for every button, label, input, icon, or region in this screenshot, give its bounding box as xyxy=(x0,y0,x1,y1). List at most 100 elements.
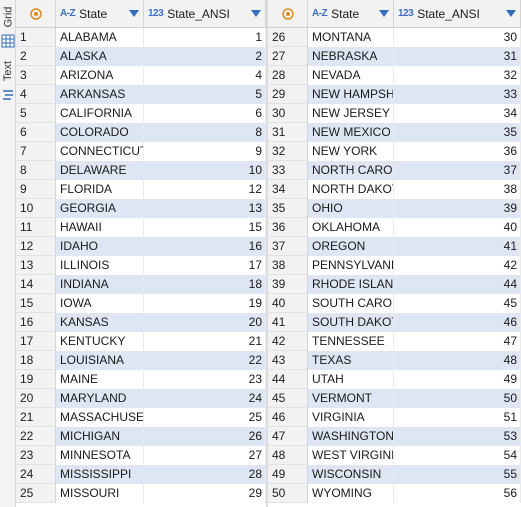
row-number[interactable]: 25 xyxy=(16,484,56,503)
cell-state[interactable]: MARYLAND xyxy=(56,389,144,408)
cell-state-ansi[interactable]: 32 xyxy=(394,66,521,85)
cell-state-ansi[interactable]: 46 xyxy=(394,313,521,332)
cell-state[interactable]: MINNESOTA xyxy=(56,446,144,465)
cell-state[interactable]: MISSOURI xyxy=(56,484,144,503)
table-row[interactable]: 14 INDIANA 18 xyxy=(16,275,266,294)
table-row[interactable]: 15 IOWA 19 xyxy=(16,294,266,313)
cell-state[interactable]: MASSACHUSET xyxy=(56,408,144,427)
row-number[interactable]: 30 xyxy=(268,104,308,123)
cell-state-ansi[interactable]: 49 xyxy=(394,370,521,389)
row-number[interactable]: 43 xyxy=(268,351,308,370)
cell-state-ansi[interactable]: 39 xyxy=(394,199,521,218)
cell-state-ansi[interactable]: 28 xyxy=(144,465,266,484)
table-row[interactable]: 1 ALABAMA 1 xyxy=(16,28,266,47)
table-row[interactable]: 37 OREGON 41 xyxy=(268,237,521,256)
row-number[interactable]: 19 xyxy=(16,370,56,389)
table-row[interactable]: 48 WEST VIRGINIA 54 xyxy=(268,446,521,465)
cell-state-ansi[interactable]: 42 xyxy=(394,256,521,275)
cell-state[interactable]: NORTH CAROLI xyxy=(308,161,394,180)
cell-state[interactable]: NEVADA xyxy=(308,66,394,85)
table-row[interactable]: 45 VERMONT 50 xyxy=(268,389,521,408)
sort-dropdown-icon[interactable] xyxy=(379,9,389,18)
row-number[interactable]: 4 xyxy=(16,85,56,104)
row-number[interactable]: 15 xyxy=(16,294,56,313)
table-row[interactable]: 8 DELAWARE 10 xyxy=(16,161,266,180)
cell-state[interactable]: ALABAMA xyxy=(56,28,144,47)
table-row[interactable]: 47 WASHINGTON 53 xyxy=(268,427,521,446)
cell-state-ansi[interactable]: 50 xyxy=(394,389,521,408)
row-number[interactable]: 44 xyxy=(268,370,308,389)
cell-state-ansi[interactable]: 9 xyxy=(144,142,266,161)
cell-state[interactable]: INDIANA xyxy=(56,275,144,294)
table-row[interactable]: 32 NEW YORK 36 xyxy=(268,142,521,161)
cell-state-ansi[interactable]: 56 xyxy=(394,484,521,503)
row-number[interactable]: 2 xyxy=(16,47,56,66)
cell-state[interactable]: CONNECTICUT xyxy=(56,142,144,161)
row-selector-icon[interactable] xyxy=(281,7,294,20)
table-row[interactable]: 21 MASSACHUSET 25 xyxy=(16,408,266,427)
row-selector-icon[interactable] xyxy=(29,7,42,20)
table-row[interactable]: 9 FLORIDA 12 xyxy=(16,180,266,199)
cell-state[interactable]: WASHINGTON xyxy=(308,427,394,446)
table-row[interactable]: 5 CALIFORNIA 6 xyxy=(16,104,266,123)
column-header-state-ansi[interactable]: 123 State_ANSI xyxy=(144,0,266,27)
cell-state[interactable]: ARIZONA xyxy=(56,66,144,85)
table-row[interactable]: 29 NEW HAMPSHII 33 xyxy=(268,85,521,104)
cell-state-ansi[interactable]: 29 xyxy=(144,484,266,503)
row-number[interactable]: 49 xyxy=(268,465,308,484)
table-row[interactable]: 19 MAINE 23 xyxy=(16,370,266,389)
cell-state[interactable]: COLORADO xyxy=(56,123,144,142)
row-number[interactable]: 38 xyxy=(268,256,308,275)
row-number[interactable]: 7 xyxy=(16,142,56,161)
cell-state[interactable]: MONTANA xyxy=(308,28,394,47)
row-number[interactable]: 18 xyxy=(16,351,56,370)
row-number[interactable]: 8 xyxy=(16,161,56,180)
cell-state-ansi[interactable]: 22 xyxy=(144,351,266,370)
cell-state[interactable]: WYOMING xyxy=(308,484,394,503)
cell-state[interactable]: ALASKA xyxy=(56,47,144,66)
row-number[interactable]: 48 xyxy=(268,446,308,465)
cell-state[interactable]: RHODE ISLAND xyxy=(308,275,394,294)
row-number[interactable]: 31 xyxy=(268,123,308,142)
cell-state-ansi[interactable]: 25 xyxy=(144,408,266,427)
cell-state[interactable]: WEST VIRGINIA xyxy=(308,446,394,465)
column-header-state[interactable]: A-Z State xyxy=(308,0,394,27)
table-row[interactable]: 7 CONNECTICUT 9 xyxy=(16,142,266,161)
cell-state-ansi[interactable]: 37 xyxy=(394,161,521,180)
row-number[interactable]: 32 xyxy=(268,142,308,161)
select-all-corner[interactable] xyxy=(16,0,56,27)
cell-state-ansi[interactable]: 18 xyxy=(144,275,266,294)
table-row[interactable]: 33 NORTH CAROLI 37 xyxy=(268,161,521,180)
row-number[interactable]: 27 xyxy=(268,47,308,66)
cell-state[interactable]: TENNESSEE xyxy=(308,332,394,351)
row-number[interactable]: 40 xyxy=(268,294,308,313)
cell-state-ansi[interactable]: 36 xyxy=(394,142,521,161)
tab-text[interactable]: Text xyxy=(2,60,14,82)
select-all-corner[interactable] xyxy=(268,0,308,27)
row-number[interactable]: 9 xyxy=(16,180,56,199)
column-header-state[interactable]: A-Z State xyxy=(56,0,144,27)
cell-state[interactable]: FLORIDA xyxy=(56,180,144,199)
cell-state-ansi[interactable]: 53 xyxy=(394,427,521,446)
cell-state-ansi[interactable]: 5 xyxy=(144,85,266,104)
row-number[interactable]: 34 xyxy=(268,180,308,199)
table-row[interactable]: 20 MARYLAND 24 xyxy=(16,389,266,408)
cell-state-ansi[interactable]: 8 xyxy=(144,123,266,142)
cell-state[interactable]: SOUTH CAROLII xyxy=(308,294,394,313)
cell-state[interactable]: NEW JERSEY xyxy=(308,104,394,123)
cell-state-ansi[interactable]: 20 xyxy=(144,313,266,332)
cell-state[interactable]: CALIFORNIA xyxy=(56,104,144,123)
cell-state[interactable]: MAINE xyxy=(56,370,144,389)
cell-state-ansi[interactable]: 31 xyxy=(394,47,521,66)
cell-state-ansi[interactable]: 2 xyxy=(144,47,266,66)
cell-state-ansi[interactable]: 55 xyxy=(394,465,521,484)
cell-state[interactable]: PENNSYLVANIA xyxy=(308,256,394,275)
cell-state[interactable]: OREGON xyxy=(308,237,394,256)
row-number[interactable]: 10 xyxy=(16,199,56,218)
cell-state-ansi[interactable]: 35 xyxy=(394,123,521,142)
cell-state[interactable]: KENTUCKY xyxy=(56,332,144,351)
row-number[interactable]: 41 xyxy=(268,313,308,332)
row-number[interactable]: 20 xyxy=(16,389,56,408)
